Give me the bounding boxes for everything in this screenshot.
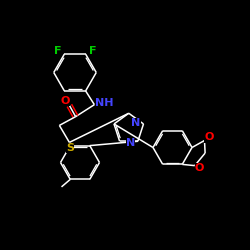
Text: S: S: [66, 143, 74, 153]
Text: F: F: [89, 46, 96, 56]
Text: O: O: [204, 132, 214, 142]
Text: N: N: [126, 138, 135, 147]
Text: F: F: [54, 46, 61, 56]
Text: N: N: [131, 118, 140, 128]
Text: O: O: [194, 163, 204, 173]
Text: O: O: [60, 96, 70, 106]
Text: NH: NH: [94, 98, 113, 108]
